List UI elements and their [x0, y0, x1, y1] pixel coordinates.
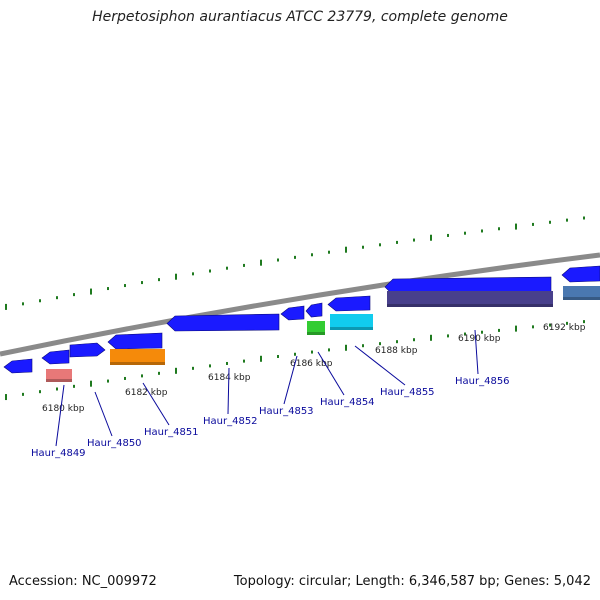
cds-arrow: [107, 332, 163, 350]
gene-box-haur-4856: [387, 291, 553, 307]
cds-arrow: [327, 295, 371, 312]
gene-box-haur-4855-shadow: [330, 327, 373, 330]
outer-tick-marks: [5, 216, 585, 310]
gene-label: Haur_4855: [380, 387, 435, 398]
gene-label: Haur_4854: [320, 397, 375, 408]
gene-label: Haur_4856: [455, 376, 510, 387]
cds-arrow: [305, 302, 323, 318]
cds-arrow: [69, 342, 106, 358]
cds-arrow: [41, 349, 70, 365]
gene-box-haur-4851: [110, 349, 165, 365]
label-leader-line: [283, 355, 298, 405]
gene-box-haur-4854: [307, 321, 325, 335]
cds-arrow: [3, 358, 33, 374]
label-leader-line: [474, 329, 479, 375]
gene-box-haur-4851-shadow: [110, 362, 165, 365]
gene-label: Haur_4853: [259, 406, 314, 417]
cds-arrow: [166, 313, 280, 332]
gene-box: [563, 286, 600, 300]
scale-label: 6184 kbp: [208, 373, 251, 383]
scale-labels: 6180 kbp 6182 kbp 6184 kbp 6186 kbp 6188 kbp…: [42, 323, 586, 414]
accession-text: Accession: NC_009972: [9, 574, 157, 589]
gene-box-haur-4856-shadow: [387, 304, 553, 307]
gene-labels: Haur_4849Haur_4850Haur_4851Haur_4852Haur…: [31, 329, 510, 459]
genome-summary-text: Topology: circular; Length: 6,346,587 bp…: [233, 574, 591, 589]
scale-label: 6182 kbp: [125, 388, 168, 398]
gene-label: Haur_4849: [31, 448, 86, 459]
scale-label: 6188 kbp: [375, 346, 418, 356]
cds-arrow: [561, 265, 600, 283]
scale-label: 6180 kbp: [42, 404, 85, 414]
gene-box-haur-4854-shadow: [307, 332, 325, 335]
label-leader-line: [354, 345, 406, 386]
scale-label: 6190 kbp: [458, 334, 501, 344]
gene-label: Haur_4850: [87, 438, 142, 449]
gene-features: [3, 265, 600, 382]
inner-tick-marks: [5, 320, 585, 401]
gene-box-shadow: [563, 297, 600, 300]
gene-box-haur-4855: [330, 314, 373, 330]
scale-label: 6192 kbp: [543, 323, 586, 333]
label-leader-line: [227, 367, 230, 415]
label-leader-line: [94, 391, 113, 437]
label-leader-line: [55, 384, 65, 447]
gene-label: Haur_4851: [144, 427, 199, 438]
cds-arrow: [280, 305, 305, 321]
gene-box-haur-4849-shadow: [46, 379, 72, 382]
label-leader-line: [317, 351, 345, 396]
gene-label: Haur_4852: [203, 416, 258, 427]
label-leader-line: [142, 382, 170, 426]
genome-backbone: [0, 252, 600, 357]
gene-box-haur-4849: [46, 369, 72, 382]
map-title: Herpetosiphon aurantiacus ATCC 23779, co…: [92, 9, 508, 25]
scale-label: 6186 kbp: [290, 359, 333, 369]
